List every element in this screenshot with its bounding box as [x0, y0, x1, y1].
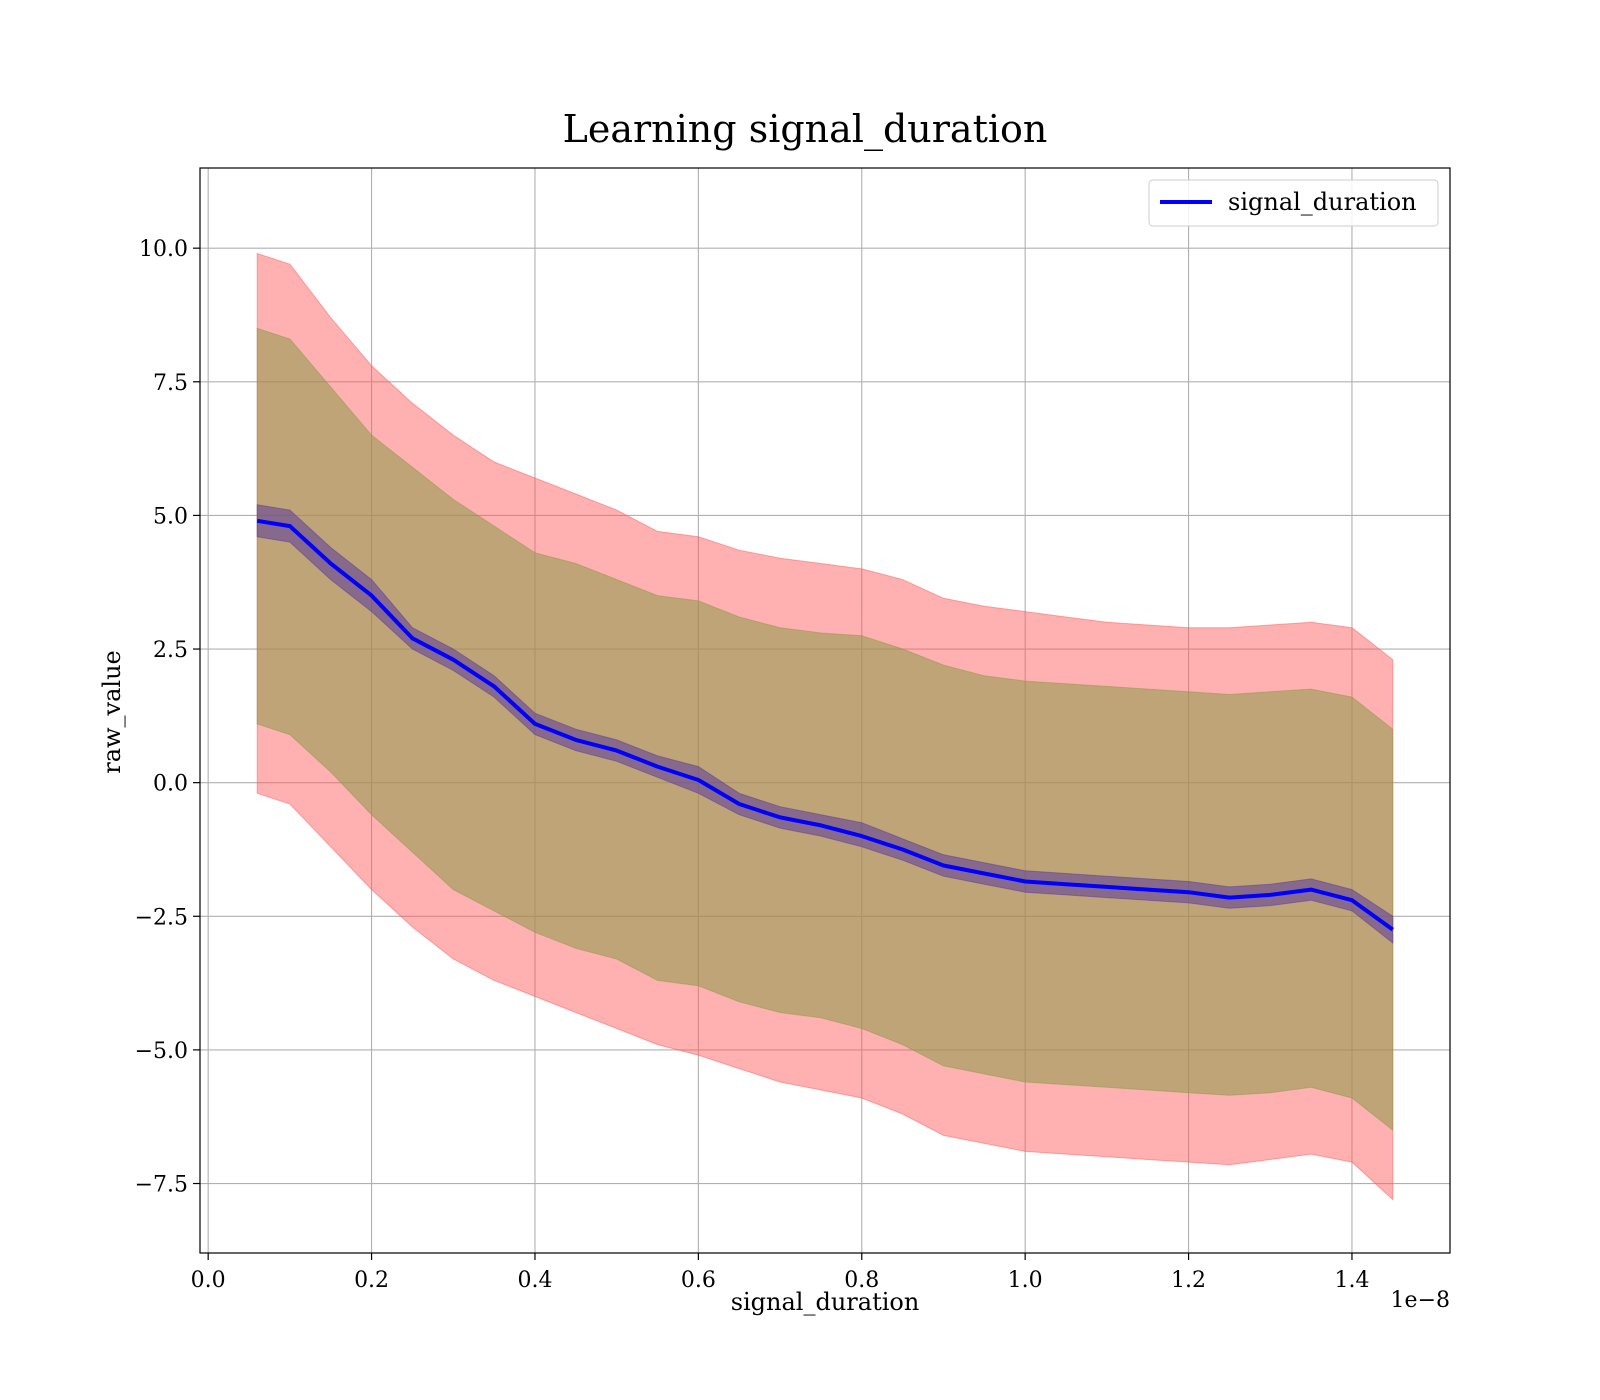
series-line-signal-duration: [256, 518, 1394, 932]
y-tick-label: −5.0: [135, 1039, 188, 1064]
y-tick-label: −7.5: [135, 1173, 188, 1198]
x-tick-label: 0.4: [517, 1268, 552, 1293]
chart-title: Learning signal_duration: [563, 107, 1048, 152]
legend: signal_duration: [1148, 179, 1439, 227]
legend-label: signal_duration: [1228, 188, 1417, 216]
y-tick-label: 2.5: [153, 638, 188, 663]
y-tick-label: −2.5: [135, 905, 188, 930]
inner-std-band: [256, 504, 1394, 945]
x-tick-label: 1.4: [1334, 1268, 1369, 1293]
x-tick-label: 0.0: [191, 1268, 226, 1293]
plot-frame: [199, 167, 1451, 1254]
y-axis-label: raw_value: [98, 650, 126, 774]
x-tick-label: 1.0: [1008, 1268, 1043, 1293]
x-axis-offset-text: 1e−8: [1391, 1288, 1450, 1313]
legend-box: [1148, 179, 1439, 227]
y-tick-label: 7.5: [153, 371, 188, 396]
x-tick-label: 0.2: [354, 1268, 389, 1293]
confidence-bands: [256, 252, 1394, 1201]
x-tick-label: 0.8: [844, 1268, 879, 1293]
y-tick-label: 10.0: [139, 237, 188, 262]
series-lines: [256, 518, 1394, 932]
x-tick-label: 1.2: [1171, 1268, 1206, 1293]
x-axis-label: signal_duration: [731, 1288, 920, 1316]
y-tick-label: 0.0: [153, 772, 188, 797]
middle-std-band: [256, 327, 1394, 1132]
y-tick-label: 5.0: [153, 504, 188, 529]
y-axis-ticks: 10.0 7.5 5.0 2.5 0.0 −2.5 −5.0 −7.5: [135, 237, 200, 1198]
x-tick-label: 0.6: [681, 1268, 716, 1293]
x-axis-ticks: 0.0 0.2 0.4 0.6 0.8 1.0 1.2 1.4: [191, 1253, 1369, 1293]
